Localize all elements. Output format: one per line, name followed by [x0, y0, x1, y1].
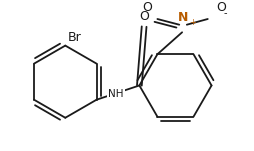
Text: O: O	[141, 1, 151, 14]
Text: -: -	[223, 9, 227, 19]
Text: NH: NH	[108, 88, 123, 99]
Text: N: N	[177, 11, 187, 24]
Text: +: +	[188, 18, 195, 27]
Text: Br: Br	[68, 31, 82, 44]
Text: O: O	[139, 10, 149, 23]
Text: O: O	[215, 1, 225, 14]
